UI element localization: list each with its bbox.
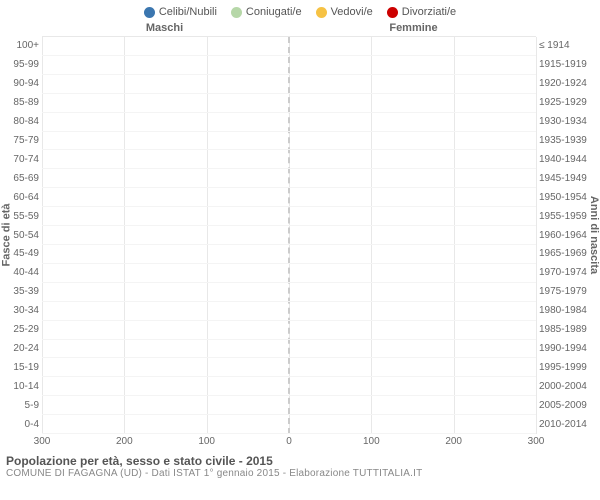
birth-label: 1970-1974 <box>539 263 588 282</box>
legend-label: Celibi/Nubili <box>159 6 217 18</box>
footer-title: Popolazione per età, sesso e stato civil… <box>6 454 594 468</box>
age-label: 10-14 <box>12 377 39 396</box>
table-row <box>42 377 536 396</box>
birth-label: 1985-1989 <box>539 320 588 339</box>
birth-label: 1960-1964 <box>539 226 588 245</box>
age-labels: 100+95-9990-9485-8980-8475-7970-7465-696… <box>12 36 42 434</box>
age-label: 0-4 <box>12 415 39 434</box>
xaxis-tick: 300 <box>34 436 51 447</box>
age-label: 100+ <box>12 36 39 55</box>
birth-label: ≤ 1914 <box>539 36 588 55</box>
table-row <box>42 396 536 415</box>
birth-label: 2010-2014 <box>539 415 588 434</box>
birth-label: 1930-1934 <box>539 112 588 131</box>
table-row <box>42 150 536 169</box>
age-label: 85-89 <box>12 93 39 112</box>
age-label: 75-79 <box>12 131 39 150</box>
table-row <box>42 169 536 188</box>
birth-label: 1955-1959 <box>539 207 588 226</box>
table-row <box>42 207 536 226</box>
table-row <box>42 37 536 56</box>
age-label: 90-94 <box>12 74 39 93</box>
legend-label: Coniugati/e <box>246 6 302 18</box>
table-row <box>42 358 536 377</box>
column-headers: Maschi Femmine <box>0 22 600 34</box>
xaxis-tick: 100 <box>198 436 215 447</box>
birth-label: 1980-1984 <box>539 301 588 320</box>
yaxis-left-title: Fasce di età <box>0 36 12 434</box>
age-label: 25-29 <box>12 320 39 339</box>
footer: Popolazione per età, sesso e stato civil… <box>0 450 600 479</box>
birth-label: 1965-1969 <box>539 244 588 263</box>
age-label: 15-19 <box>12 358 39 377</box>
table-row <box>42 132 536 151</box>
legend-swatch <box>144 7 155 18</box>
table-row <box>42 75 536 94</box>
table-row <box>42 283 536 302</box>
xaxis-tick: 200 <box>116 436 133 447</box>
table-row <box>42 188 536 207</box>
age-label: 50-54 <box>12 226 39 245</box>
xaxis-tick: 200 <box>445 436 462 447</box>
header-male: Maschi <box>40 22 289 34</box>
age-label: 60-64 <box>12 188 39 207</box>
birth-label: 1975-1979 <box>539 282 588 301</box>
table-row <box>42 226 536 245</box>
age-label: 70-74 <box>12 150 39 169</box>
birth-label: 1995-1999 <box>539 358 588 377</box>
legend-item: Divorziati/e <box>387 6 456 18</box>
birth-labels: ≤ 19141915-19191920-19241925-19291930-19… <box>536 36 588 434</box>
table-row <box>42 302 536 321</box>
table-row <box>42 340 536 359</box>
legend: Celibi/Nubili Coniugati/e Vedovi/e Divorzia… <box>0 0 600 22</box>
birth-label: 1920-1924 <box>539 74 588 93</box>
rows <box>42 37 536 434</box>
birth-label: 1940-1944 <box>539 150 588 169</box>
birth-label: 1945-1949 <box>539 169 588 188</box>
yaxis-right-title: Anni di nascita <box>588 36 600 434</box>
chart-area: Fasce di età 100+95-9990-9485-8980-8475-… <box>0 36 600 434</box>
legend-swatch <box>231 7 242 18</box>
age-label: 55-59 <box>12 207 39 226</box>
age-label: 65-69 <box>12 169 39 188</box>
legend-swatch <box>387 7 398 18</box>
legend-item: Vedovi/e <box>316 6 373 18</box>
table-row <box>42 245 536 264</box>
table-row <box>42 113 536 132</box>
birth-label: 1990-1994 <box>539 339 588 358</box>
age-label: 45-49 <box>12 244 39 263</box>
pyramid-chart: Celibi/Nubili Coniugati/e Vedovi/e Divorzia… <box>0 0 600 500</box>
birth-label: 2000-2004 <box>539 377 588 396</box>
birth-label: 1915-1919 <box>539 55 588 74</box>
xaxis: 300 200 100 0 100 200 300 <box>0 436 600 450</box>
birth-label: 1950-1954 <box>539 188 588 207</box>
age-label: 20-24 <box>12 339 39 358</box>
legend-label: Divorziati/e <box>402 6 456 18</box>
xaxis-ticks: 3002001000100200300 <box>42 436 536 450</box>
table-row <box>42 415 536 434</box>
age-label: 30-34 <box>12 301 39 320</box>
table-row <box>42 94 536 113</box>
birth-label: 1935-1939 <box>539 131 588 150</box>
table-row <box>42 264 536 283</box>
legend-item: Coniugati/e <box>231 6 302 18</box>
age-label: 35-39 <box>12 282 39 301</box>
table-row <box>42 321 536 340</box>
xaxis-tick: 100 <box>363 436 380 447</box>
footer-subtitle: COMUNE DI FAGAGNA (UD) - Dati ISTAT 1° g… <box>6 468 594 479</box>
table-row <box>42 56 536 75</box>
birth-label: 2005-2009 <box>539 396 588 415</box>
age-label: 40-44 <box>12 263 39 282</box>
header-female: Femmine <box>289 22 538 34</box>
age-label: 95-99 <box>12 55 39 74</box>
xaxis-tick: 300 <box>528 436 545 447</box>
age-label: 5-9 <box>12 396 39 415</box>
birth-label: 1925-1929 <box>539 93 588 112</box>
xaxis-tick: 0 <box>286 436 292 447</box>
legend-swatch <box>316 7 327 18</box>
plot <box>42 36 536 434</box>
legend-label: Vedovi/e <box>331 6 373 18</box>
age-label: 80-84 <box>12 112 39 131</box>
legend-item: Celibi/Nubili <box>144 6 217 18</box>
